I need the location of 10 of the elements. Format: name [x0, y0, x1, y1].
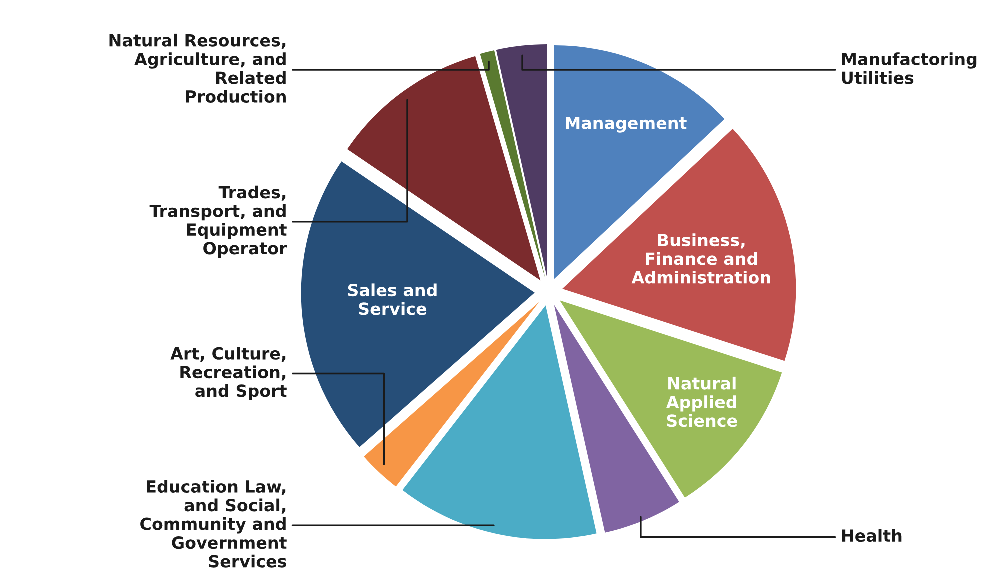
slice-label: Management — [566, 117, 687, 133]
slice-label: Business, Finance and Administration — [632, 234, 770, 284]
slice-label: Sales and Service — [348, 284, 437, 316]
slice-label: Trades, Transport, and Equipment Operator — [150, 186, 288, 258]
slice-label: Education Law, and Social, Community and Government Services — [140, 480, 287, 568]
slice-label: Art, Culture, Recreation, and Sport — [170, 347, 287, 400]
slice-label: Health — [842, 529, 902, 542]
slice-label: Manufactoring Utilities — [842, 52, 977, 84]
slice-label: Natural Resources, Agriculture, and Related Production — [110, 34, 286, 103]
slice-label: Natural Applied Science — [666, 376, 738, 428]
